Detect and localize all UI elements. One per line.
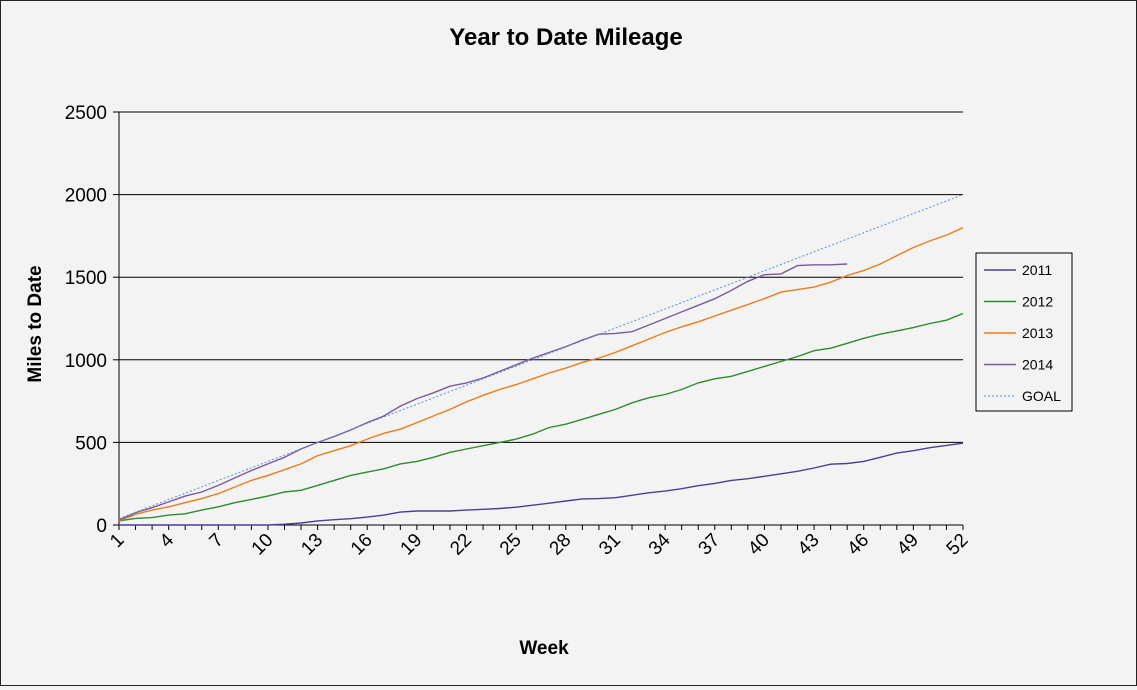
y-tick-label: 2000 [65, 186, 107, 207]
y-tick-label: 500 [75, 433, 107, 454]
legend-box [975, 252, 1073, 412]
series-line-goal [118, 194, 964, 520]
x-tick-label: 4 [156, 529, 179, 552]
series-line-2013 [118, 226, 964, 522]
x-tick-label: 16 [347, 530, 377, 560]
x-tick-label: 43 [794, 530, 824, 560]
y-tick-label: 2500 [65, 103, 107, 124]
x-axis-label: Week [519, 638, 569, 659]
x-tick-label: 7 [206, 530, 228, 552]
series-line-2011 [119, 442, 964, 526]
x-tick-label: 10 [248, 530, 278, 560]
legend: 2011 2012 2013 2014 GOAL [975, 252, 1073, 412]
x-tick-label: 1 [106, 530, 128, 552]
y-tick-label: 0 [96, 516, 107, 537]
legend-label-goal: GOAL [1022, 388, 1061, 404]
y-axis-label: Miles to Date [25, 265, 46, 382]
series-line-2014 [118, 263, 848, 521]
x-tick-label: 40 [744, 530, 774, 560]
legend-label-2013: 2013 [1022, 325, 1053, 341]
gridlines [118, 111, 963, 526]
series-line-2012 [118, 312, 964, 522]
x-tick-label: 19 [397, 530, 427, 560]
x-tick-label: 13 [297, 530, 327, 560]
legend-label-2011: 2011 [1022, 262, 1052, 278]
chart-title: Year to Date Mileage [449, 24, 682, 51]
x-tick-label: 22 [446, 530, 476, 560]
axis-ticks: 0 500 1000 1500 2000 2500 1 4 7 10 13 16 19 22 25 28 31 3… [65, 103, 973, 559]
x-tick-label: 37 [695, 530, 725, 560]
x-tick-label: 52 [943, 530, 973, 560]
x-tick-label: 25 [496, 530, 526, 560]
y-tick-label: 1000 [65, 351, 107, 372]
legend-label-2014: 2014 [1022, 357, 1053, 373]
x-tick-label: 34 [645, 529, 675, 559]
legend-label-2012: 2012 [1022, 294, 1053, 310]
y-tick-label: 1500 [65, 268, 107, 289]
x-tick-label: 46 [843, 530, 873, 560]
x-tick-label: 31 [595, 530, 625, 560]
x-tick-label: 28 [546, 530, 576, 560]
series-lines [118, 194, 964, 526]
x-tick-label: 49 [893, 530, 923, 560]
